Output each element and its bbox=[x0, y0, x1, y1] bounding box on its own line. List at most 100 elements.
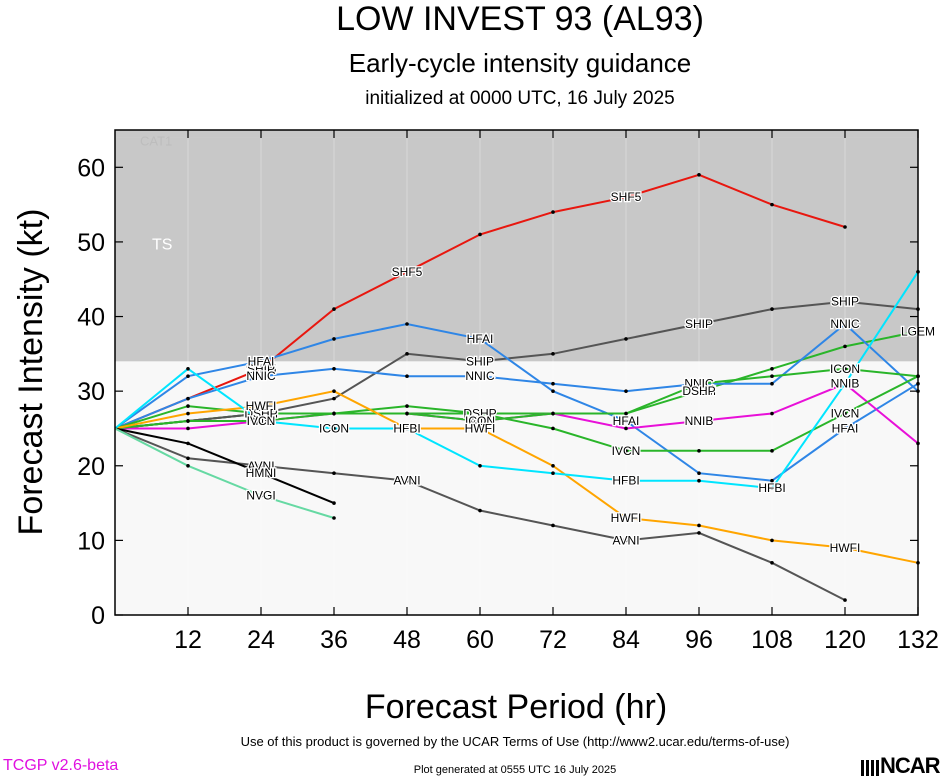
data-point-avni bbox=[332, 471, 336, 476]
data-point-hfbi bbox=[478, 463, 482, 468]
x-tick-label: 48 bbox=[393, 626, 421, 654]
data-point-hfai bbox=[332, 337, 336, 341]
series-label-nvgi: NVGI bbox=[246, 489, 275, 503]
data-point-hwfi bbox=[551, 463, 555, 468]
data-point-lgem bbox=[770, 366, 774, 371]
data-point-shf5 bbox=[697, 172, 701, 177]
series-label-nnic: NNIC bbox=[465, 369, 495, 383]
data-point-nnic bbox=[332, 366, 336, 371]
series-label-hfai: HFAI bbox=[248, 354, 275, 368]
data-point-hfbi bbox=[405, 426, 409, 431]
data-point-shf5 bbox=[478, 232, 482, 237]
data-point-hfbi bbox=[551, 471, 555, 476]
data-point-hwfi bbox=[186, 411, 190, 416]
y-axis-label: Forecast Intensity (kt) bbox=[12, 209, 50, 536]
data-point-nnic bbox=[405, 374, 409, 379]
data-point-hfai bbox=[405, 322, 409, 326]
x-tick-label: 132 bbox=[897, 626, 939, 654]
chart-subtitle: Early-cycle intensity guidance bbox=[349, 48, 692, 78]
data-point-avni bbox=[551, 523, 555, 528]
series-label-hwfi: HWFI bbox=[465, 421, 496, 435]
series-label-icon: ICON bbox=[830, 362, 860, 376]
y-tick-label: 30 bbox=[77, 378, 105, 406]
data-point-ship bbox=[551, 352, 555, 356]
series-label-nnib: NNIB bbox=[466, 414, 495, 428]
x-axis-label: Forecast Period (hr) bbox=[365, 688, 667, 726]
data-point-ivcn bbox=[478, 411, 482, 416]
data-point-ivcn bbox=[770, 449, 774, 453]
data-point-lgem bbox=[697, 389, 701, 393]
data-point-nnic bbox=[770, 381, 774, 386]
data-point-nvgi bbox=[259, 493, 263, 498]
data-point-shf5 bbox=[332, 307, 336, 311]
data-point-hmni bbox=[186, 441, 190, 446]
series-lines bbox=[114, 172, 920, 602]
data-point-icon bbox=[770, 374, 774, 379]
x-tick-label: 120 bbox=[824, 626, 866, 654]
ncar-logo-text: NCAR bbox=[880, 753, 940, 778]
ncar-logo: NCAR bbox=[858, 752, 940, 780]
series-line-nnic bbox=[114, 322, 919, 430]
data-point-hwfi bbox=[697, 523, 701, 528]
version-label: TCGP v2.6-beta bbox=[3, 757, 119, 774]
data-point-hfai bbox=[624, 419, 628, 423]
series-label-dshp: DSHP bbox=[463, 407, 496, 421]
data-point-hfbi bbox=[624, 478, 628, 483]
x-tick-label: 108 bbox=[751, 626, 793, 654]
series-label-nnic: NNIC bbox=[684, 377, 714, 391]
series-label-dshp: DSHP bbox=[682, 384, 715, 398]
data-point-hfbi bbox=[697, 478, 701, 483]
data-point-nnib bbox=[624, 426, 628, 431]
y-tick-label: 40 bbox=[77, 304, 105, 332]
series-label-ship: SHIP bbox=[466, 354, 494, 368]
ncar-logo-icon bbox=[861, 760, 879, 776]
series-label-shf5: SHF5 bbox=[611, 190, 642, 204]
series-line-hwfi bbox=[114, 390, 919, 564]
series-label-nnib: NNIB bbox=[831, 377, 860, 391]
data-point-nnic bbox=[259, 374, 263, 379]
data-point-ivcn bbox=[843, 411, 847, 416]
x-tick-label: 72 bbox=[539, 626, 567, 654]
data-point-avni bbox=[405, 478, 409, 483]
data-point-nnib bbox=[770, 411, 774, 416]
data-point-ivcn bbox=[186, 404, 190, 408]
data-point-hfai bbox=[843, 426, 847, 431]
series-labels: SHF5SHF5SHF5SHIPSHIPSHIPSHIPLGEMLGEMLGEM… bbox=[243, 189, 937, 556]
chart-init-time: initialized at 0000 UTC, 16 July 2025 bbox=[365, 88, 674, 109]
series-label-hfbi: HFBI bbox=[758, 481, 785, 495]
data-point-hmni bbox=[259, 471, 263, 476]
series-label-nnic: NNIC bbox=[830, 317, 860, 331]
data-point-hfai bbox=[697, 471, 701, 476]
data-point-icon bbox=[624, 411, 628, 416]
x-tick-label: 36 bbox=[320, 626, 348, 654]
series-label-icon: ICON bbox=[319, 421, 349, 435]
series-line-hfbi bbox=[114, 271, 919, 490]
y-tick-label: 60 bbox=[77, 154, 105, 182]
data-point-ivcn bbox=[551, 426, 555, 431]
x-axis-ticks: 12 24 36 48 60 72 84 96 108 120 132 bbox=[174, 130, 939, 654]
data-point-icon bbox=[843, 366, 847, 371]
y-tick-label: 0 bbox=[91, 602, 105, 630]
data-point-nnib bbox=[697, 419, 701, 423]
data-point-shf5 bbox=[259, 366, 263, 371]
series-label-avni: AVNI bbox=[393, 474, 420, 488]
y-tick-label: 10 bbox=[77, 527, 105, 555]
series-label-shf5: SHF5 bbox=[246, 362, 277, 376]
series-label-nnib: NNIB bbox=[247, 414, 276, 428]
plot-frame bbox=[114, 129, 919, 616]
data-point-icon bbox=[478, 419, 482, 423]
x-tick-label: 84 bbox=[612, 626, 640, 654]
series-label-ivcn: IVCN bbox=[247, 414, 276, 428]
series-line-nvgi bbox=[114, 427, 335, 519]
data-point-ivcn bbox=[624, 449, 628, 453]
data-point-ship bbox=[770, 307, 774, 311]
data-point-icon bbox=[405, 411, 409, 416]
data-point-shf5 bbox=[405, 269, 409, 274]
series-label-lgem: LGEM bbox=[244, 407, 278, 421]
data-point-hwfi bbox=[843, 546, 847, 550]
data-point-icon bbox=[186, 419, 190, 423]
data-point-icon bbox=[332, 411, 336, 416]
series-label-hfai: HFAI bbox=[613, 414, 640, 428]
band-label-cat1: CAT1 bbox=[140, 133, 172, 148]
data-point-hfai bbox=[478, 337, 482, 341]
